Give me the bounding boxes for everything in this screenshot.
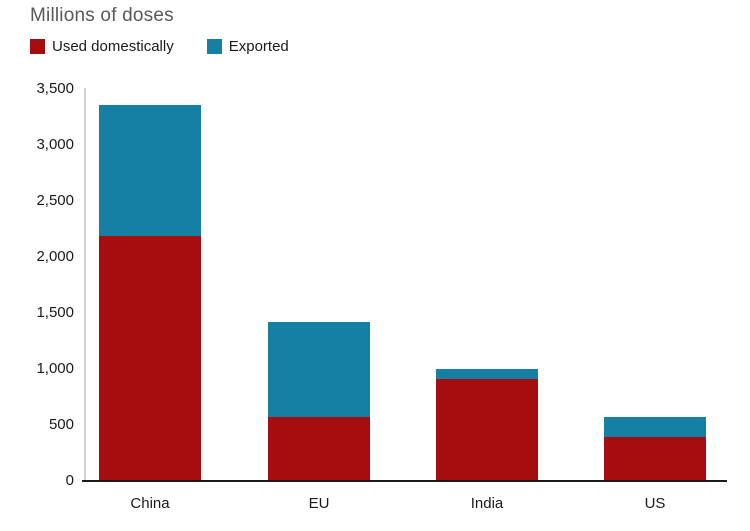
x-axis-category-labels: China EU India US [0,495,750,519]
y-tick-label: 1,000 [36,360,74,377]
y-tick-label: 3,000 [36,136,74,153]
bar-china [99,104,201,481]
y-tick-label: 0 [65,472,74,489]
y-tick-label: 2,000 [36,248,74,265]
bar-segment-us-exported [604,417,706,438]
x-category-label-eu: EU [308,495,330,512]
bar-segment-china-used-domestically [99,235,201,481]
y-axis-line [84,88,86,481]
y-tick-label: 500 [48,416,74,433]
bar-segment-china-exported [99,104,201,236]
plot-area [84,89,727,481]
bar-segment-eu-exported [268,321,370,418]
chart-title: Millions of doses [30,5,174,26]
bar-segment-eu-used-domestically [268,417,370,481]
y-axis-tick-labels: 0 500 1,000 1,500 2,000 2,500 3,000 3,500 [0,0,74,531]
legend-label-used-domestically: Used domestically [52,38,174,55]
legend-swatch-used-domestically [30,39,45,54]
y-tick-label: 1,500 [36,304,74,321]
bar-eu [268,321,370,481]
x-axis-line [82,480,727,482]
y-tick-label: 2,500 [36,192,74,209]
chart-legend: Used domestically Exported [30,38,289,55]
bar-segment-us-used-domestically [604,437,706,481]
legend-item-exported: Exported [206,38,289,55]
bar-us [604,417,706,481]
x-category-label-india: India [470,495,504,512]
x-category-label-china: China [130,495,170,512]
bar-segment-india-exported [436,369,538,380]
legend-swatch-exported [206,39,222,54]
y-tick-label: 3,500 [36,80,74,97]
legend-label-exported: Exported [228,38,289,55]
x-category-label-us: US [644,495,666,512]
bar-india [436,369,538,481]
legend-item-used-domestically: Used domestically [30,38,174,55]
bar-segment-india-used-domestically [436,379,538,481]
